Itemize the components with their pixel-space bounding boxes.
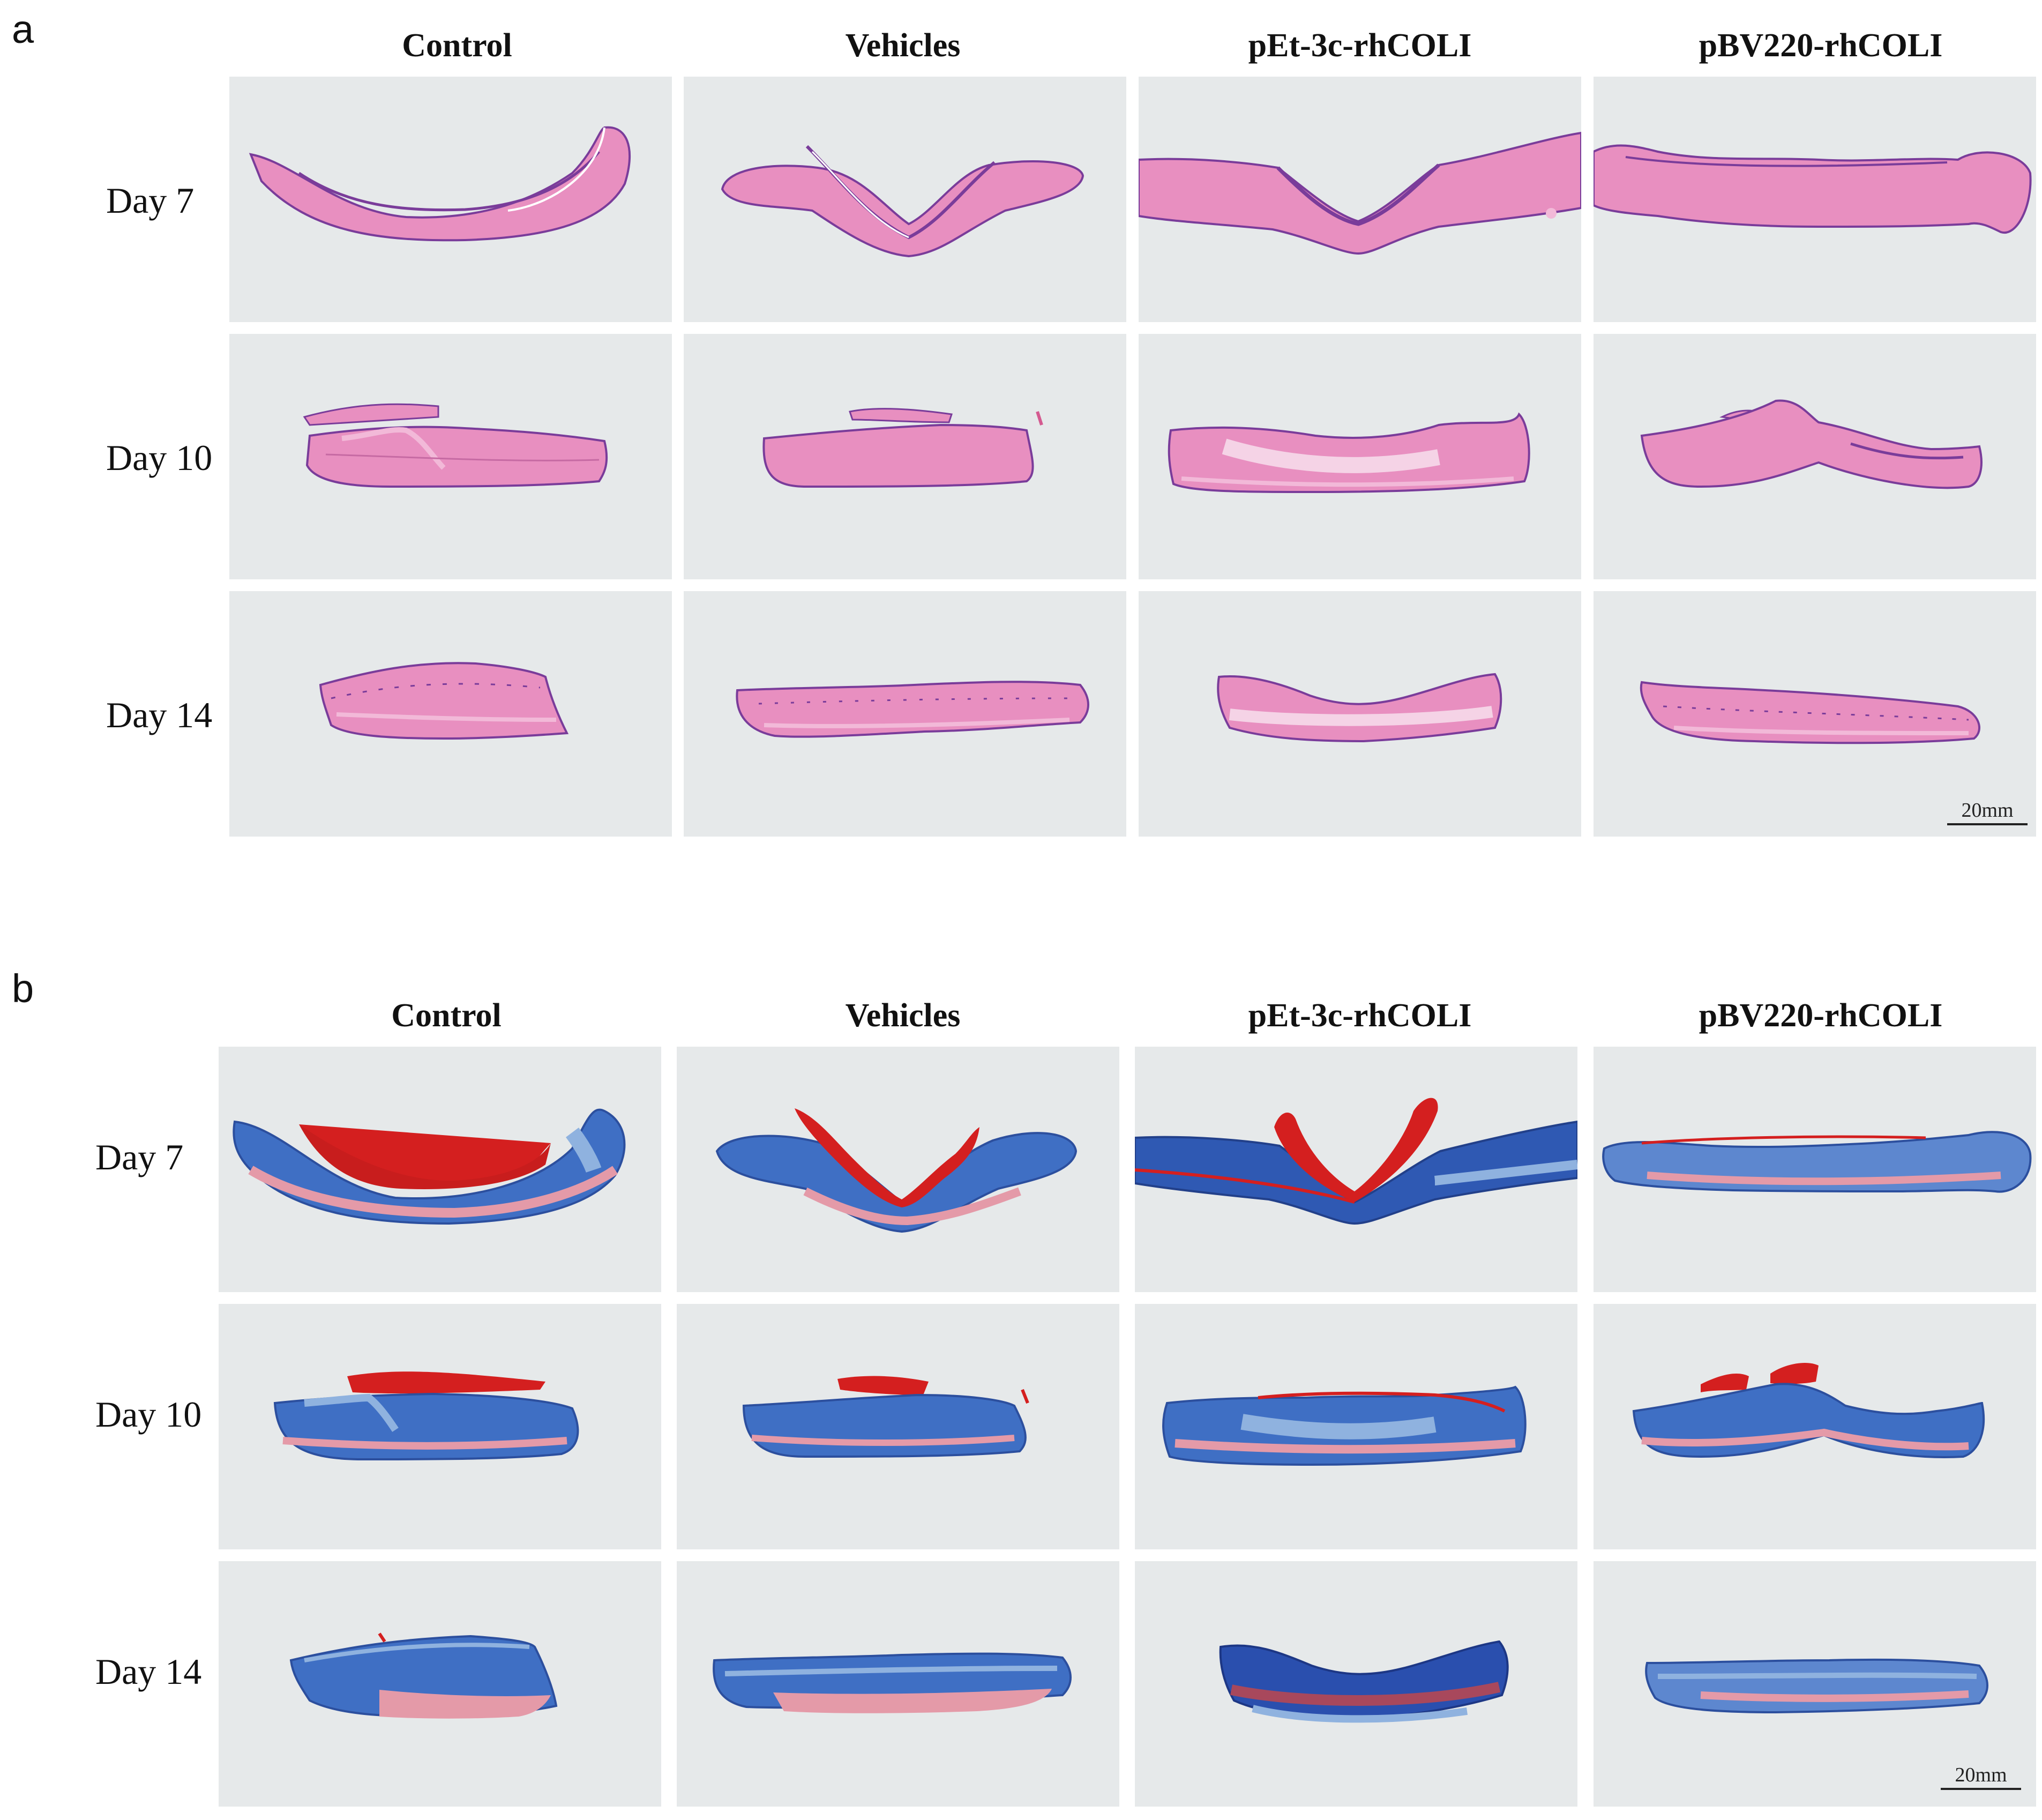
panel-a-header-pbv220: pBV220-rhCOLI: [1699, 27, 1943, 64]
masson-image-pet3c-day14: [1135, 1561, 1577, 1807]
panel-b-row-day10: Day 10: [95, 1394, 202, 1435]
panel-a-row-day7: Day 7: [106, 180, 195, 221]
he-image-control-day10: [229, 334, 672, 579]
panel-a-header-control: Control: [402, 27, 512, 64]
masson-image-control-day14: [219, 1561, 661, 1807]
panel-a-header-vehicles: Vehicles: [845, 27, 961, 64]
masson-image-pbv220-day14: [1594, 1561, 2036, 1807]
panel-a-row-day10: Day 10: [106, 437, 213, 478]
panel-b-letter: b: [12, 966, 34, 1011]
panel-b-header-pbv220: pBV220-rhCOLI: [1699, 997, 1943, 1034]
panel-a-row-day14: Day 14: [106, 695, 213, 735]
panel-a-header-pet3c: pEt-3c-rhCOLI: [1248, 27, 1472, 64]
masson-image-pbv220-day7: [1594, 1047, 2036, 1292]
masson-image-control-day10: [219, 1304, 661, 1549]
he-image-control-day14: [229, 591, 672, 837]
panel-a-scale-bar-line: [1947, 823, 2028, 825]
he-image-pet3c-day7: [1139, 77, 1581, 322]
panel-b-row-day14: Day 14: [95, 1651, 202, 1692]
he-image-pbv220-day14: [1594, 591, 2036, 837]
masson-image-pet3c-day10: [1135, 1304, 1577, 1549]
masson-image-pet3c-day7: [1135, 1047, 1577, 1292]
panel-b-scale-bar-line: [1941, 1788, 2021, 1790]
masson-image-vehicles-day14: [677, 1561, 1119, 1807]
he-image-pbv220-day7: [1594, 77, 2036, 322]
he-image-pet3c-day14: [1139, 591, 1581, 837]
masson-image-vehicles-day10: [677, 1304, 1119, 1549]
he-image-vehicles-day10: [684, 334, 1126, 579]
panel-a-letter: a: [12, 7, 34, 51]
panel-b-row-day7: Day 7: [95, 1137, 184, 1177]
panel-a-scale-bar-label: 20mm: [1961, 799, 2014, 822]
masson-image-pbv220-day10: [1594, 1304, 2036, 1549]
he-image-pbv220-day10: [1594, 334, 2036, 579]
panel-b-scale-bar: 20mm: [1941, 1763, 2021, 1790]
panel-b-header-vehicles: Vehicles: [845, 997, 961, 1034]
he-image-vehicles-day14: [684, 591, 1126, 837]
panel-b-header-control: Control: [391, 997, 502, 1034]
panel-b-scale-bar-label: 20mm: [1955, 1764, 2007, 1786]
masson-image-vehicles-day7: [677, 1047, 1119, 1292]
he-image-vehicles-day7: [684, 77, 1126, 322]
panel-b-header-pet3c: pEt-3c-rhCOLI: [1248, 997, 1472, 1034]
masson-image-control-day7: [219, 1047, 661, 1292]
panel-a-scale-bar: 20mm: [1947, 799, 2028, 825]
he-image-pet3c-day10: [1139, 334, 1581, 579]
he-image-control-day7: [229, 77, 672, 322]
